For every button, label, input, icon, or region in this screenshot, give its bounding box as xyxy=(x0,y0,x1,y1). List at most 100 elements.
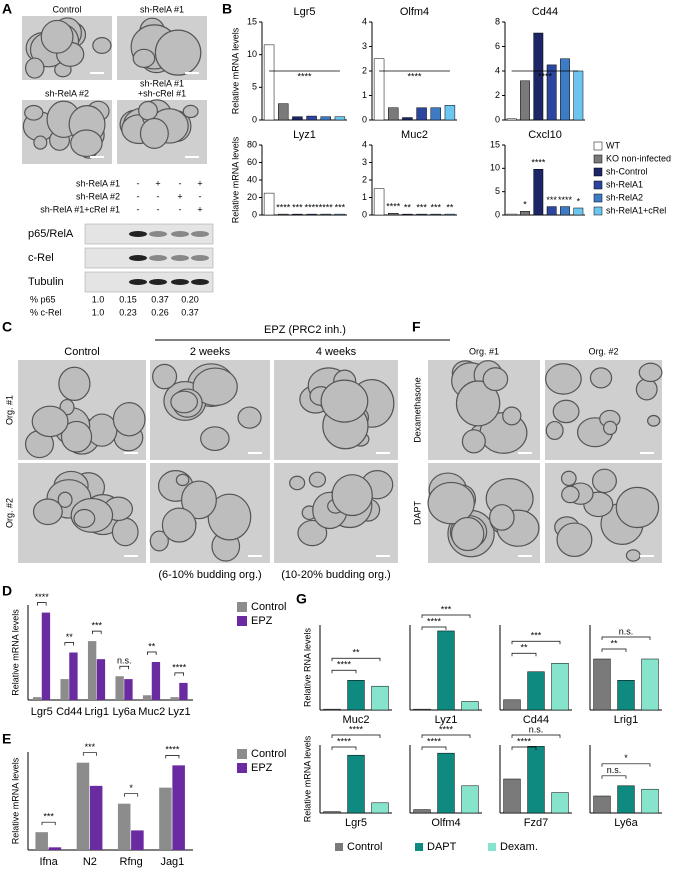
y-tick-label: 0 xyxy=(362,114,367,124)
sig-bracket xyxy=(82,752,97,756)
organoid xyxy=(545,363,582,395)
chart-title: Cxcl10 xyxy=(528,129,562,141)
panel-letter: G xyxy=(296,591,307,607)
sig-label: **** xyxy=(165,745,180,755)
organoid xyxy=(152,363,178,390)
bar xyxy=(402,213,413,216)
bar xyxy=(278,103,289,121)
organoid xyxy=(112,402,146,437)
x-tick-label: Jag1 xyxy=(160,856,184,868)
column-label: Control xyxy=(64,346,99,358)
legend-label: sh-RelA1+cRel xyxy=(606,205,666,215)
condition-sign: + xyxy=(197,204,202,214)
blot-band xyxy=(191,255,209,261)
bar xyxy=(347,680,365,711)
condition-label: sh-RelA #1 xyxy=(76,178,120,188)
sig-label: **** xyxy=(349,724,364,734)
organoid xyxy=(615,486,660,529)
organoid xyxy=(297,519,328,547)
chart-title: Olfm4 xyxy=(400,6,429,18)
y-tick-label: 0 xyxy=(495,114,500,124)
y-tick-label: 4 xyxy=(362,139,367,149)
sig-bracket xyxy=(124,793,139,797)
sig-label: ** xyxy=(148,641,156,651)
organoid xyxy=(589,367,613,389)
sig-label: *** xyxy=(335,203,346,213)
legend-label: EPZ xyxy=(251,762,273,774)
legend-label: Control xyxy=(251,601,286,613)
organoid xyxy=(139,117,169,149)
organoid xyxy=(638,362,663,383)
y-tick-label: 15 xyxy=(247,16,257,26)
organoid xyxy=(161,507,197,543)
organoid xyxy=(73,508,96,529)
sig-bracket xyxy=(64,642,74,646)
sig-bracket xyxy=(331,669,357,674)
blot-band xyxy=(191,279,209,285)
x-axis-label: Lyz1 xyxy=(435,714,458,726)
x-tick-label: Ifna xyxy=(39,856,58,868)
sig-label: *** xyxy=(531,631,542,641)
legend-swatch xyxy=(593,206,603,216)
bar xyxy=(306,213,317,216)
blot-band xyxy=(129,279,147,285)
x-tick-label: Lrig1 xyxy=(85,706,109,718)
bar xyxy=(320,116,331,121)
sig-bracket xyxy=(421,626,447,630)
sig-bracket xyxy=(511,746,537,750)
y-tick-label: 3 xyxy=(362,41,367,51)
legend-label: Control xyxy=(251,748,286,760)
bar xyxy=(179,682,188,700)
y-axis-label: Relative mRNA levels xyxy=(10,757,20,844)
blot-band xyxy=(149,255,167,261)
x-tick-label: Ly6a xyxy=(113,706,137,718)
bar xyxy=(371,685,389,711)
organoid xyxy=(192,367,238,407)
bar xyxy=(278,213,289,216)
x-axis-label: Fzd7 xyxy=(524,817,548,829)
sig-label: **** xyxy=(427,616,442,626)
y-tick-label: 15 xyxy=(490,139,500,149)
organoid xyxy=(181,480,217,520)
organoid xyxy=(170,390,199,414)
sig-label: * xyxy=(624,753,628,763)
bar xyxy=(32,697,42,700)
bar xyxy=(172,765,185,850)
y-tick-label: 0 xyxy=(252,209,257,219)
legend-swatch xyxy=(593,180,603,190)
sig-label: **** xyxy=(35,592,50,602)
bar xyxy=(533,169,544,216)
sig-bracket xyxy=(331,746,357,750)
blot-band xyxy=(191,231,209,237)
bar xyxy=(60,679,69,700)
sig-label: ** xyxy=(352,648,360,658)
y-tick-label: 2 xyxy=(495,90,500,100)
y-axis-label: Relative mRNA levels xyxy=(10,609,20,696)
blot-band xyxy=(149,231,167,237)
organoid xyxy=(132,48,156,68)
bar xyxy=(87,641,97,700)
organoid xyxy=(237,406,262,429)
bar xyxy=(292,116,303,121)
bar xyxy=(416,213,427,216)
x-tick-label: Rfng xyxy=(120,856,143,868)
y-tick-label: 10 xyxy=(247,49,257,59)
panel-letter: F xyxy=(412,319,421,335)
condition-sign: - xyxy=(179,178,182,188)
x-axis-label: Lrig1 xyxy=(614,714,638,726)
sig-bracket xyxy=(421,746,447,750)
organoid xyxy=(482,367,509,392)
quant-label: % c-Rel xyxy=(30,307,62,317)
legend-swatch xyxy=(237,602,247,612)
bar xyxy=(170,697,179,700)
sig-label: ** xyxy=(610,638,618,648)
y-tick-label: 0 xyxy=(362,209,367,219)
bar xyxy=(520,211,530,216)
bar xyxy=(263,192,275,216)
bar xyxy=(506,213,517,216)
row-label: Org. #1 xyxy=(4,395,14,425)
x-tick-label: Cd44 xyxy=(56,706,82,718)
column-label: Org. #2 xyxy=(588,346,618,356)
quant-label: % p65 xyxy=(30,294,56,304)
x-tick-label: N2 xyxy=(83,856,97,868)
